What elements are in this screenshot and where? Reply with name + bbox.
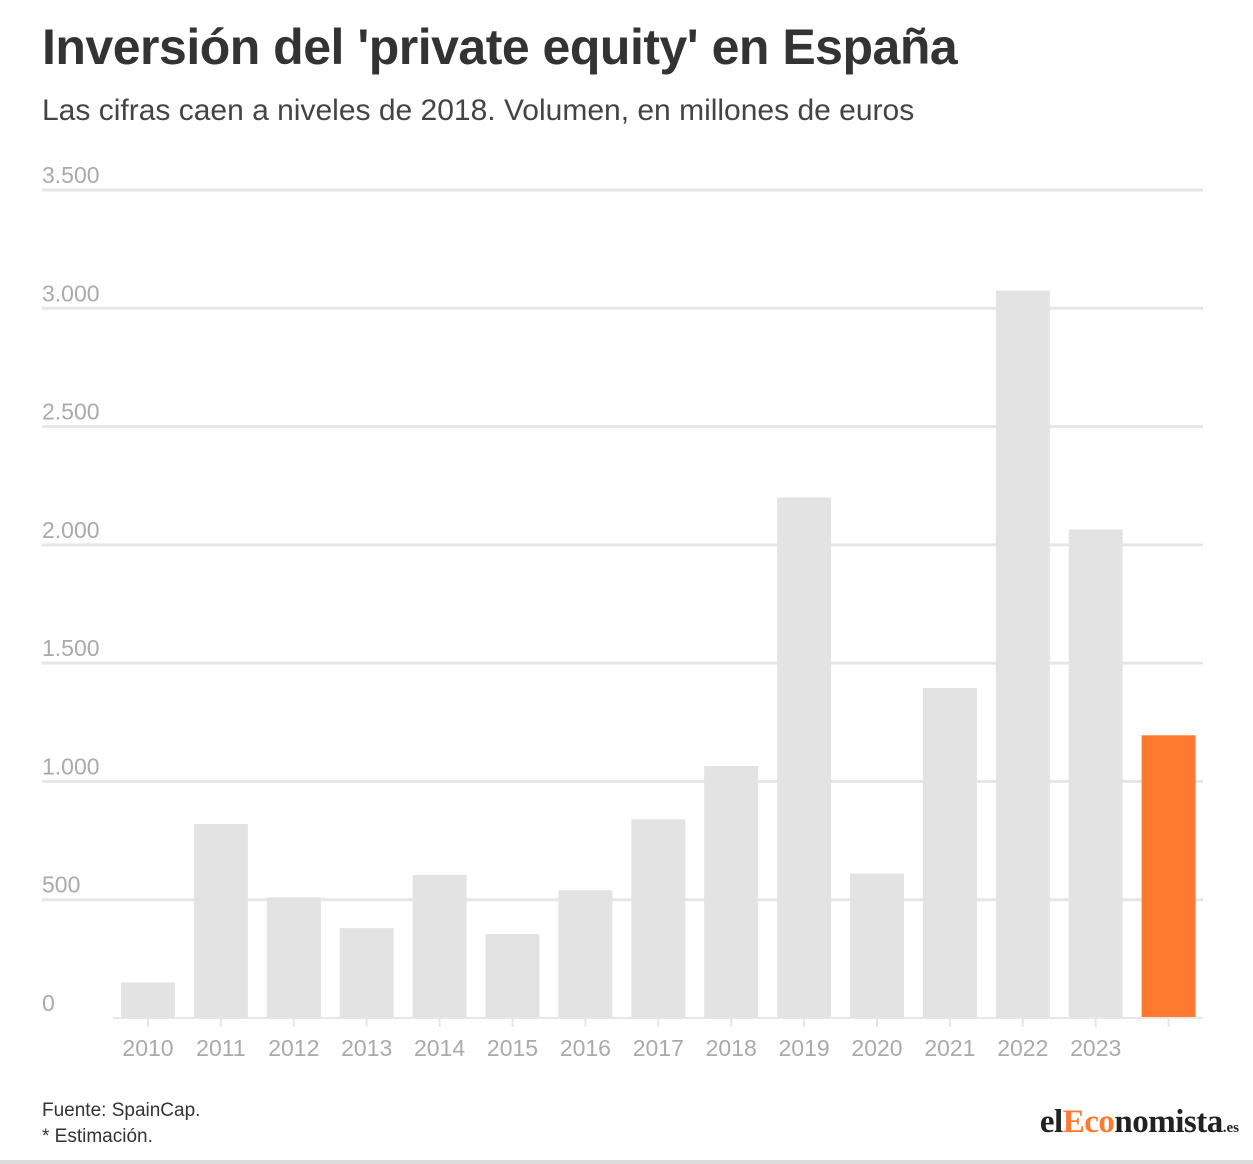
bar-2016 xyxy=(558,890,613,1018)
bottom-divider xyxy=(0,1160,1253,1164)
bar-2019 xyxy=(777,497,832,1018)
x-tick-label: 2010 xyxy=(122,1035,173,1061)
x-tick-label: 2017 xyxy=(633,1035,684,1061)
x-tick-label: 2019 xyxy=(779,1035,830,1061)
x-tick-label: 2014 xyxy=(414,1035,465,1061)
x-tick-label: 2021 xyxy=(924,1035,975,1061)
x-tick-label: 2016 xyxy=(560,1035,611,1061)
source-note: Fuente: SpainCap. xyxy=(42,1100,201,1121)
y-tick-label: 500 xyxy=(42,872,80,898)
y-tick-label: 2.500 xyxy=(42,399,100,425)
logo-part-tld: .es xyxy=(1222,1120,1239,1136)
logo-part-nomista: nomista xyxy=(1114,1104,1223,1140)
x-tick-labels: 2010 2011 2012 2013 2014 2015 2016 2017 2018 2019… xyxy=(122,1035,1121,1061)
y-tick-label: 3.500 xyxy=(42,162,100,188)
bar-2011 xyxy=(193,824,248,1018)
logo-part-eco: Eco xyxy=(1062,1104,1115,1140)
x-tick-label: 2011 xyxy=(196,1035,245,1061)
bar-2017 xyxy=(631,819,686,1018)
bars xyxy=(121,290,1196,1018)
logo-part-el: el xyxy=(1039,1104,1063,1140)
x-tick-label: 2023 xyxy=(1070,1035,1121,1061)
x-tick-label: 2013 xyxy=(341,1035,392,1061)
bar-2018 xyxy=(704,766,759,1018)
x-tick-label: 2022 xyxy=(997,1035,1048,1061)
chart-subtitle: Las cifras caen a niveles de 2018. Volum… xyxy=(42,94,915,127)
y-tick-label: 1.500 xyxy=(42,635,100,661)
x-tick-label: 2012 xyxy=(268,1035,319,1061)
estimate-note: * Estimación. xyxy=(42,1126,153,1147)
y-tick-label: 3.000 xyxy=(42,280,100,306)
bar-2020 xyxy=(850,873,904,1018)
x-tick-label: 2018 xyxy=(706,1035,757,1061)
y-tick-labels: 0 500 1.000 1.500 2.000 2.500 3.000 3.500 xyxy=(42,162,100,1016)
bar-2014 xyxy=(412,874,467,1018)
y-tick-label: 2.000 xyxy=(42,517,100,543)
bar-2010 xyxy=(121,982,175,1018)
y-tick-label: 1.000 xyxy=(42,753,100,779)
bar-2013 xyxy=(339,928,394,1018)
eleconomista-logo: elEconomista.es xyxy=(1040,1104,1239,1141)
grid-lines xyxy=(42,188,1203,902)
bar-2021 xyxy=(922,687,977,1018)
x-axis xyxy=(113,1017,1203,1027)
bar-2012 xyxy=(266,897,321,1018)
x-tick-label: 2015 xyxy=(487,1035,538,1061)
x-tick-label: 2020 xyxy=(851,1035,902,1061)
bar-2022 xyxy=(995,290,1050,1018)
bar-estimate xyxy=(1141,735,1196,1018)
bar-2015 xyxy=(485,934,540,1018)
bar-2023 xyxy=(1068,529,1123,1018)
footer: Fuente: SpainCap. * Estimación. xyxy=(42,1098,200,1150)
chart-title: Inversión del 'private equity' en España xyxy=(42,19,958,75)
y-tick-label: 0 xyxy=(42,990,55,1016)
